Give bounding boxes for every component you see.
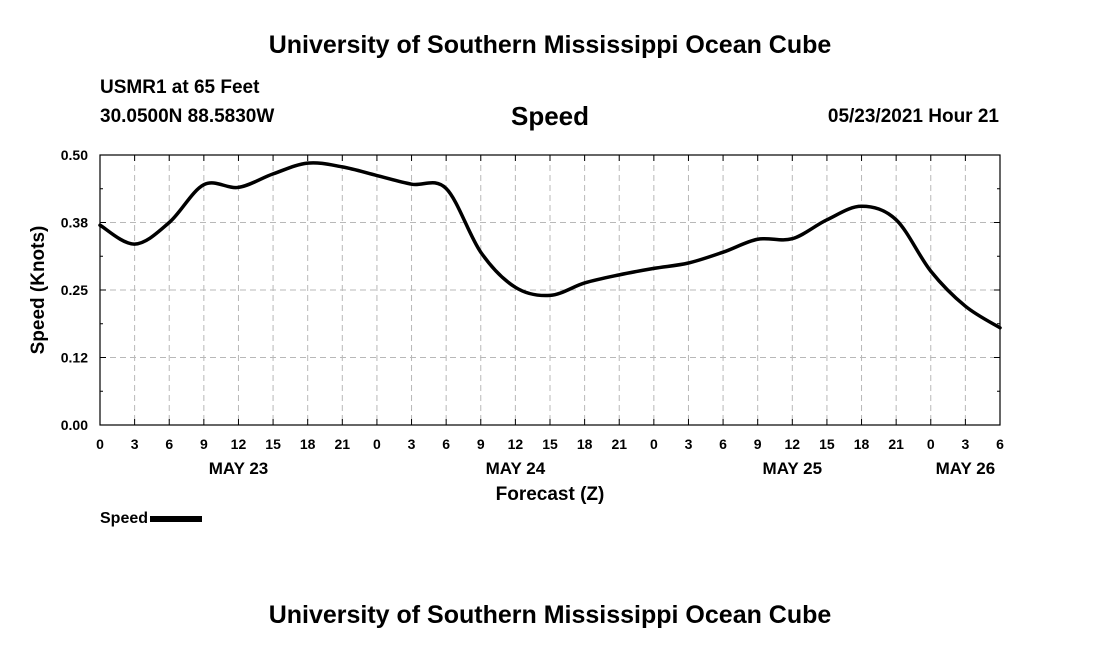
x-tick-label: 18	[854, 436, 870, 452]
legend-line-swatch	[150, 515, 203, 522]
x-tick-label: 9	[754, 436, 762, 452]
x-tick-label: 21	[888, 436, 904, 452]
x-tick-label: 3	[131, 436, 139, 452]
chart-variable-title: Speed	[510, 101, 590, 131]
x-tick-label: 15	[819, 436, 835, 452]
x-tick-label: 0	[927, 436, 935, 452]
x-tick-label: 9	[200, 436, 208, 452]
y-tick-label: 0.38	[61, 215, 88, 231]
x-tick-label: 6	[442, 436, 450, 452]
day-label: MAY 24	[486, 459, 546, 478]
speed-series-line	[98, 161, 1002, 330]
x-tick-label: 12	[231, 436, 247, 452]
x-tick-label: 9	[477, 436, 485, 452]
x-tick-label: 21	[335, 436, 351, 452]
x-tick-label: 3	[408, 436, 416, 452]
y-axis-label: Speed (Knots)	[28, 226, 49, 355]
y-tick-label: 0.12	[61, 350, 88, 366]
x-tick-label: 21	[611, 436, 627, 452]
forecast-datetime: 05/23/2021 Hour 21	[827, 106, 999, 127]
y-tick-labels: 0.00 0.12 0.25 0.38 0.50	[61, 147, 88, 433]
x-tick-label: 18	[300, 436, 316, 452]
day-label: MAY 23	[209, 459, 269, 478]
x-tick-label: 0	[373, 436, 381, 452]
x-tick-label: 12	[785, 436, 801, 452]
legend: Speed	[100, 510, 203, 528]
station-coordinates: 30.0500N 88.5830W	[100, 106, 275, 127]
x-tick-label: 3	[961, 436, 969, 452]
x-axis-label: Forecast (Z)	[496, 484, 605, 505]
legend-label: Speed	[100, 510, 149, 527]
x-tick-label: 3	[685, 436, 693, 452]
x-tick-label: 6	[996, 436, 1004, 452]
x-tick-label: 18	[577, 436, 593, 452]
speed-chart: 0.00 0.12 0.25 0.38 0.50 0 3 6 9 12 15 18 21 0 3 6 9 12 1…	[28, 147, 1004, 505]
y-tick-label: 0.25	[61, 282, 88, 298]
x-tick-label: 15	[542, 436, 558, 452]
x-tick-labels: 0 3 6 9 12 15 18 21 0 3 6 9 12 15 18 21 0 3 6 9 12 15 18 21 0 3 6	[96, 436, 1004, 452]
station-label: USMR1 at 65 Feet	[100, 77, 260, 98]
axis-ticks	[99, 154, 1001, 426]
day-label: MAY 25	[763, 459, 823, 478]
day-label: MAY 26	[936, 459, 996, 478]
x-tick-label: 6	[719, 436, 727, 452]
y-tick-label: 0.00	[61, 417, 88, 433]
x-tick-label: 0	[650, 436, 658, 452]
x-tick-label: 0	[96, 436, 104, 452]
page-title: University of Southern Mississippi Ocean…	[268, 31, 832, 59]
grid-lines	[100, 155, 1000, 425]
x-tick-label: 12	[508, 436, 524, 452]
y-tick-label: 0.50	[61, 147, 88, 163]
day-labels: MAY 23 MAY 24 MAY 25 MAY 26	[209, 459, 995, 478]
x-tick-label: 6	[165, 436, 173, 452]
footer-title: University of Southern Mississippi Ocean…	[268, 601, 832, 629]
x-tick-label: 15	[265, 436, 281, 452]
